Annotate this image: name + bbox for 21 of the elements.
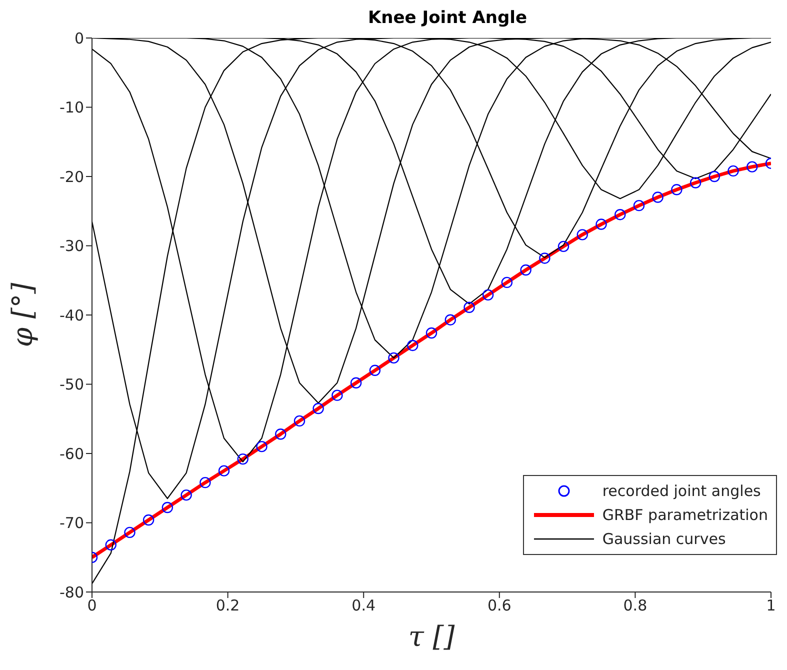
y-tick-label: -10 xyxy=(60,98,84,117)
y-tick-label: -30 xyxy=(60,237,84,256)
legend-label: Gaussian curves xyxy=(602,530,726,548)
x-tick-label: 0.2 xyxy=(216,596,240,615)
y-tick-label: -50 xyxy=(60,376,84,394)
x-tick-label: 0 xyxy=(87,596,97,615)
x-axis-title: τ [] xyxy=(408,620,455,653)
y-tick-label: 0 xyxy=(74,29,84,48)
y-tick-label: -60 xyxy=(60,444,84,463)
x-tick-label: 0.6 xyxy=(487,596,512,615)
legend-label: recorded joint angles xyxy=(602,482,761,500)
legend-label: GRBF parametrization xyxy=(602,506,768,524)
y-tick-label: -20 xyxy=(60,168,84,186)
x-tick-label: 1 xyxy=(766,596,776,615)
y-tick-label: -80 xyxy=(60,583,84,602)
chart-title: Knee Joint Angle xyxy=(366,8,528,28)
y-tick-label: -70 xyxy=(60,514,84,532)
x-tick-label: 0.4 xyxy=(352,596,376,615)
y-axis-title: φ [°] xyxy=(6,282,39,348)
x-tick-label: 0.8 xyxy=(623,596,648,615)
y-tick-label: -40 xyxy=(60,306,84,324)
